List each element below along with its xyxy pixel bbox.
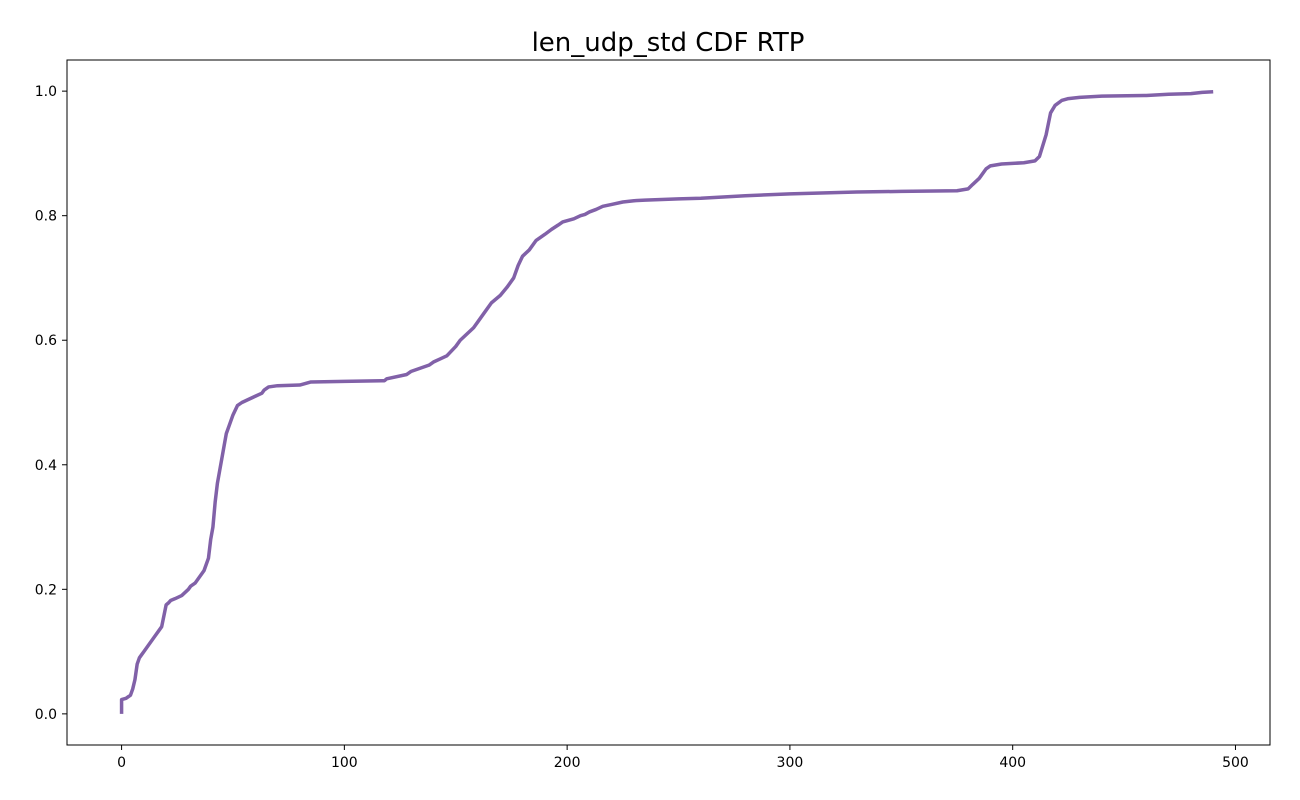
x-axis: 0 100 200 300 400 500 [117,745,1249,771]
y-tick-label: 0.6 [35,333,57,349]
series-layer [119,90,1214,714]
y-tick-label: 0.0 [35,707,57,723]
y-tick-label: 1.0 [35,84,57,100]
y-tick-label: 0.2 [35,582,57,598]
x-tick-label: 400 [999,755,1026,771]
y-tick-label: 0.8 [35,209,57,225]
cdf-series-line [119,90,1214,714]
y-axis: 0.0 0.2 0.4 0.6 0.8 1.0 [35,84,67,723]
x-tick-label: 0 [117,755,126,771]
x-tick-label: 500 [1222,755,1249,771]
x-tick-label: 200 [554,755,581,771]
plot-area-frame [66,59,1271,746]
x-tick-label: 300 [777,755,804,771]
chart-title: len_udp_std CDF RTP [532,28,805,58]
y-tick-label: 0.4 [35,458,57,474]
x-tick-label: 100 [331,755,358,771]
